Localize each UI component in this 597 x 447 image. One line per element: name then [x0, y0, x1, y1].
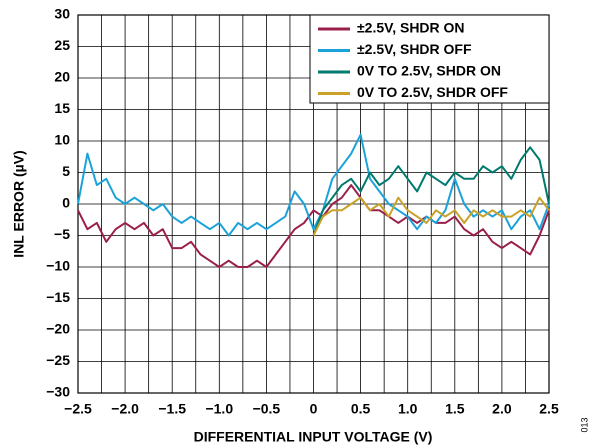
y-tick-label: 0	[62, 195, 70, 211]
y-tick-label: 5	[62, 163, 70, 179]
x-tick-label: 1.0	[398, 401, 418, 417]
y-tick-label: 30	[54, 6, 70, 22]
legend: ±2.5V, SHDR ON ±2.5V, SHDR OFF 0V TO 2.5V,…	[309, 14, 550, 104]
y-tick-label: −25	[46, 352, 70, 368]
x-tick-label: 0.5	[351, 401, 371, 417]
y-tick-label: 20	[54, 69, 70, 85]
y-tick-label: 25	[54, 37, 70, 53]
x-tick-label: −2.5	[64, 401, 92, 417]
y-tick-label: 10	[54, 132, 70, 148]
legend-label: ±2.5V, SHDR ON	[357, 20, 465, 36]
x-tick-label: 0	[310, 401, 318, 417]
y-tick-label: −15	[46, 289, 70, 305]
legend-label: 0V TO 2.5V, SHDR OFF	[357, 84, 508, 100]
x-tick-label: 1.5	[445, 401, 465, 417]
y-tick-label: −20	[46, 321, 70, 337]
y-axis-label: INL ERROR (µV)	[11, 150, 27, 257]
y-tick-label: −10	[46, 258, 70, 274]
y-tick-label: −5	[54, 226, 70, 242]
x-tick-label: −2.0	[111, 401, 139, 417]
x-tick-label: −1.0	[205, 401, 233, 417]
x-tick-label: 2.5	[539, 401, 559, 417]
y-tick-label: 15	[54, 100, 70, 116]
series-line	[312, 196, 550, 236]
legend-label: ±2.5V, SHDR OFF	[357, 41, 472, 57]
series-line	[77, 133, 550, 237]
x-tick-label: −1.5	[158, 401, 186, 417]
lines	[77, 133, 550, 268]
figure-id: 013	[579, 417, 589, 432]
series-line	[77, 184, 550, 268]
y-tick-label: −30	[46, 384, 70, 400]
legend-label: 0V TO 2.5V, SHDR ON	[357, 63, 501, 79]
x-tick-label: −0.5	[253, 401, 281, 417]
x-axis-label: DIFFERENTIAL INPUT VOLTAGE (V)	[194, 429, 433, 445]
x-tick-label: 2.0	[492, 401, 512, 417]
series-line	[312, 146, 550, 236]
